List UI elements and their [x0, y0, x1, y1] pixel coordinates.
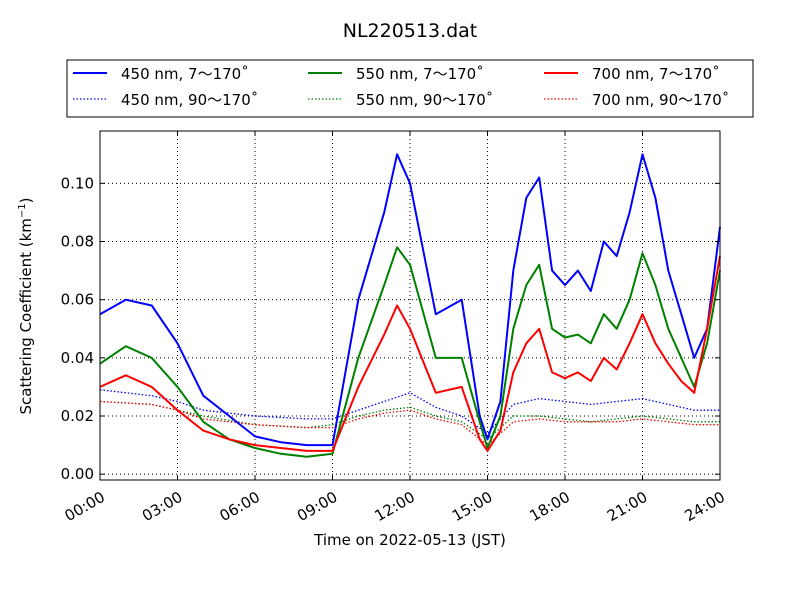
y-tick-label: 0.00	[61, 465, 94, 483]
x-axis: 00:00 03:00 06:00 09:00 12:00 15:00 18:00 21:00…	[62, 131, 728, 525]
y-tick-label: 0.10	[61, 174, 94, 192]
y-tick-label: 0.04	[61, 349, 94, 367]
legend-label: 700 nm, 90～170˚	[592, 91, 729, 109]
y-axis: 0.00 0.02 0.04 0.06 0.08 0.10	[61, 174, 720, 483]
x-tick-label: 06:00	[217, 488, 263, 525]
x-tick-label: 18:00	[527, 488, 573, 525]
series-line	[99, 246, 721, 458]
plot-area: 00:00 03:00 06:00 09:00 12:00 15:00 18:00 21:00…	[61, 130, 728, 525]
x-tick-label: 24:00	[682, 488, 728, 525]
series-line	[99, 400, 720, 440]
y-axis-label-close: )	[17, 197, 35, 203]
legend-label: 450 nm, 7～170˚	[121, 65, 249, 83]
x-tick-label: 03:00	[139, 488, 185, 525]
x-axis-label: Time on 2022-05-13 (JST)	[313, 531, 506, 549]
grid-lines	[100, 131, 720, 480]
legend-label: 550 nm, 90～170˚	[356, 91, 493, 109]
series-line	[99, 153, 721, 447]
y-tick-label: 0.06	[61, 291, 94, 309]
legend-label: 550 nm, 7～170˚	[356, 65, 484, 83]
y-tick-label: 0.02	[61, 407, 94, 425]
legend: 450 nm, 7～170˚ 450 nm, 90～170˚ 550 nm, 7～1…	[66, 59, 754, 118]
series-line	[99, 255, 721, 452]
y-axis-label-main: Scattering Coefficient (km	[17, 218, 35, 414]
x-tick-label: 15:00	[449, 488, 495, 525]
y-axis-label: Scattering Coefficient (km−1)	[17, 197, 35, 414]
x-tick-label: 12:00	[372, 488, 418, 525]
series-lines	[99, 153, 721, 458]
legend-label: 700 nm, 7～170˚	[592, 65, 720, 83]
x-tick-label: 21:00	[604, 488, 650, 525]
y-axis-label-exponent: −1	[17, 203, 28, 218]
legend-label: 450 nm, 90～170˚	[121, 91, 258, 109]
x-tick-label: 09:00	[294, 488, 340, 525]
chart-title: NL220513.dat	[343, 20, 478, 42]
x-tick-label: 00:00	[62, 488, 108, 525]
y-tick-label: 0.08	[61, 233, 94, 251]
legend-frame	[66, 59, 754, 118]
